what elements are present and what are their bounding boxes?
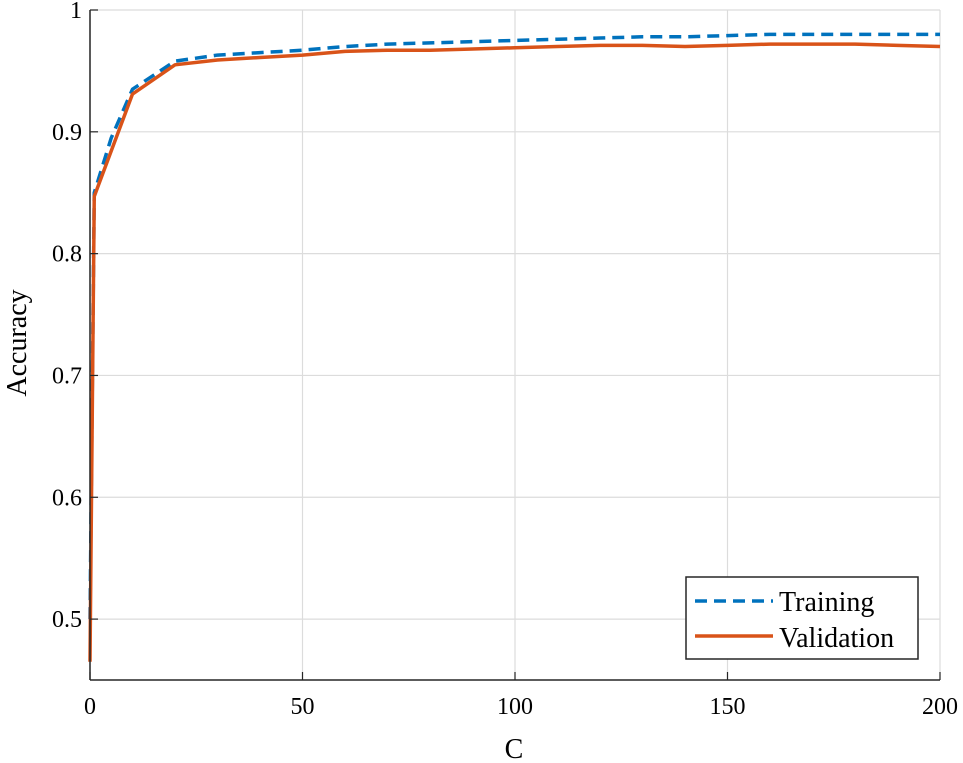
x-tick-label: 200: [922, 694, 958, 720]
legend-training-label: Training: [779, 587, 874, 618]
grid: [89, 9, 941, 680]
y-tick-label: 0.5: [52, 607, 82, 633]
y-axis-label: Accuracy: [2, 289, 33, 396]
x-tick-label: 100: [497, 694, 533, 720]
tick-labels: 0 50 100 150 200 0.5 0.6 0.7 0.8 0.9 1: [52, 0, 958, 720]
y-tick-label: 0.8: [52, 242, 82, 268]
y-tick-label: 0.9: [52, 120, 82, 146]
series-line-training: [88, 32, 940, 620]
legend: Training Validation: [685, 576, 919, 660]
x-axis-label: C: [505, 734, 524, 763]
x-tick-label: 0: [84, 694, 96, 720]
x-tick-label: 150: [710, 694, 746, 720]
x-tick-label: 50: [291, 694, 315, 720]
series-line-validation: [88, 42, 941, 662]
legend-validation-label: Validation: [779, 623, 894, 654]
legend-box: [685, 576, 919, 660]
y-tick-label: 0.7: [52, 363, 82, 389]
series-layer: [88, 32, 941, 662]
y-tick-label: 0.6: [52, 485, 82, 511]
y-tick-label: 1: [70, 0, 82, 24]
axes: [89, 9, 941, 681]
